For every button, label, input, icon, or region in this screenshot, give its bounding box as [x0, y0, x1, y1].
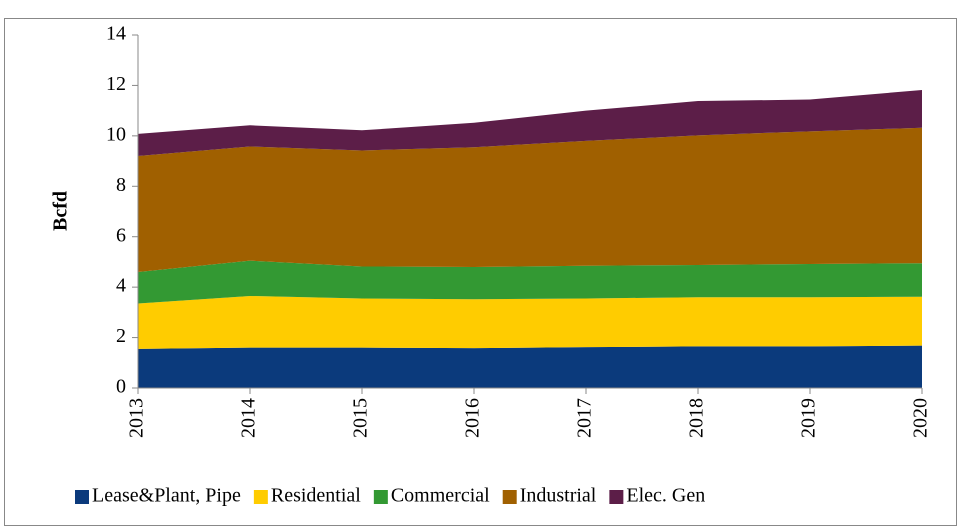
y-tick-label: 4 — [116, 275, 126, 297]
chart-frame — [4, 18, 957, 526]
y-tick-label: 2 — [116, 325, 126, 347]
area — [138, 295, 922, 349]
legend-swatch — [75, 490, 89, 504]
y-tick-label: 12 — [106, 73, 126, 95]
x-tick-label: 2014 — [238, 398, 260, 438]
legend-label: Commercial — [391, 485, 490, 507]
legend-label: Lease&Plant, Pipe — [92, 485, 241, 507]
x-tick-label: 2019 — [798, 398, 820, 438]
legend-label: Industrial — [520, 485, 597, 507]
area — [138, 345, 922, 388]
legend-label: Elec. Gen — [626, 485, 705, 507]
legend-label: Residential — [271, 485, 361, 507]
legend-swatch — [609, 490, 624, 504]
legend-swatch — [253, 490, 268, 504]
y-tick-label: 6 — [116, 224, 126, 246]
x-tick-label: 2018 — [686, 398, 708, 438]
x-tick-label: 2016 — [462, 398, 484, 438]
legend-swatch — [373, 490, 388, 504]
y-tick-label: 14 — [106, 23, 126, 45]
y-tick-label: 0 — [116, 376, 126, 398]
x-tick-label: 2015 — [350, 398, 372, 438]
x-tick-label: 2020 — [910, 398, 932, 438]
legend-swatch — [502, 490, 517, 504]
x-tick-label: 2013 — [126, 398, 148, 438]
y-tick-label: 10 — [106, 123, 126, 145]
area — [138, 260, 922, 304]
x-tick-label: 2017 — [574, 398, 596, 438]
area — [138, 89, 922, 157]
area — [138, 127, 922, 273]
y-tick-label: 8 — [116, 174, 126, 196]
y-axis-label: Bcfd — [50, 191, 72, 231]
